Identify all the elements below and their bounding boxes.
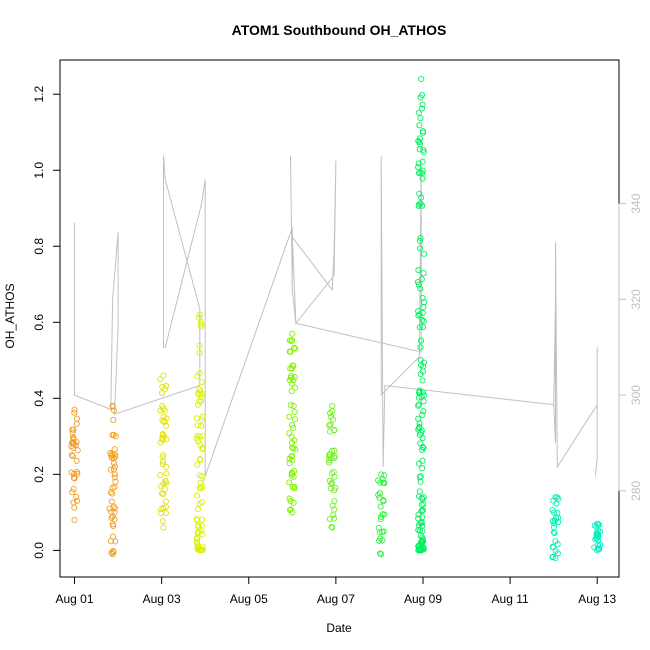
data-point (332, 498, 337, 503)
y-tick-label: 0.8 (32, 238, 46, 255)
data-point (111, 504, 116, 509)
data-point (195, 507, 200, 512)
data-point (419, 76, 424, 81)
y-axis: 0.0 0.2 0.4 0.6 0.8 1.0 1.2 (32, 86, 60, 559)
point-cluster (415, 76, 426, 553)
data-point (199, 423, 204, 428)
y-tick-label: 0.6 (32, 314, 46, 331)
data-point (421, 409, 426, 414)
plot-frame (60, 60, 619, 577)
y-tick-label: 1.0 (32, 162, 46, 179)
y2-tick-label: 280 (629, 481, 643, 501)
data-point (292, 409, 297, 414)
data-point (194, 416, 199, 421)
point-cluster (376, 472, 388, 557)
point-cluster (287, 331, 298, 515)
data-point (74, 458, 79, 463)
data-point (74, 416, 79, 421)
data-point (417, 489, 422, 494)
data-point (110, 491, 115, 496)
x-tick-label: Aug 13 (578, 592, 616, 606)
data-point (289, 434, 294, 439)
data-point (75, 448, 80, 453)
data-point (158, 377, 163, 382)
data-point (111, 461, 116, 466)
x-tick-label: Aug 01 (55, 592, 93, 606)
chart-title: ATOM1 Southbound OH_ATHOS (232, 22, 447, 38)
y-tick-label: 0.0 (32, 542, 46, 559)
data-point (420, 466, 425, 471)
data-point (108, 467, 113, 472)
data-point (72, 517, 77, 522)
data-point (163, 499, 168, 504)
point-cluster (69, 407, 80, 523)
data-point (72, 505, 77, 510)
data-point (111, 417, 116, 422)
data-point (417, 147, 422, 152)
y2-axis: 280 300 320 340 (619, 193, 643, 501)
data-point (110, 534, 115, 539)
data-point (290, 331, 295, 336)
point-cluster (592, 521, 603, 553)
data-point (287, 414, 292, 419)
y-tick-label: 1.2 (32, 86, 46, 103)
data-point (330, 403, 335, 408)
data-point (74, 421, 79, 426)
data-point (331, 512, 336, 517)
data-point (158, 473, 163, 478)
data-point (109, 499, 114, 504)
data-point (420, 412, 425, 417)
x-tick-label: Aug 11 (492, 592, 529, 606)
point-cluster (194, 312, 205, 553)
y-axis-label: OH_ATHOS (3, 283, 17, 348)
data-point (422, 251, 427, 256)
data-point (161, 525, 166, 530)
data-point (417, 123, 422, 128)
x-tick-label: Aug 03 (143, 592, 181, 606)
x-tick-label: Aug 07 (317, 592, 355, 606)
y2-tick-label: 340 (629, 193, 643, 213)
data-point (287, 431, 292, 436)
y-tick-label: 0.4 (32, 390, 46, 407)
x-tick-label: Aug 09 (404, 592, 442, 606)
point-cluster (550, 495, 561, 561)
data-point (287, 480, 292, 485)
data-point (418, 345, 423, 350)
data-point (420, 378, 425, 383)
data-point (420, 436, 425, 441)
data-point (292, 385, 297, 390)
x-axis-label: Date (326, 621, 352, 635)
y2-tick-label: 300 (629, 385, 643, 405)
points-layer (69, 76, 603, 560)
point-cluster (107, 403, 119, 557)
x-tick-label: Aug 05 (230, 592, 268, 606)
y-tick-label: 0.2 (32, 466, 46, 483)
data-point (416, 461, 421, 466)
data-point (160, 519, 165, 524)
data-point (421, 271, 426, 276)
data-point (164, 471, 169, 476)
data-point (420, 458, 425, 463)
point-cluster (327, 403, 338, 530)
data-point (421, 319, 426, 324)
data-point (293, 417, 298, 422)
x-axis: Aug 01 Aug 03 Aug 05 Aug 07 Aug 09 Aug 11 Aug … (55, 577, 616, 606)
data-point (194, 493, 199, 498)
y2-tick-label: 320 (629, 289, 643, 309)
data-point (378, 504, 383, 509)
data-point (418, 116, 423, 121)
